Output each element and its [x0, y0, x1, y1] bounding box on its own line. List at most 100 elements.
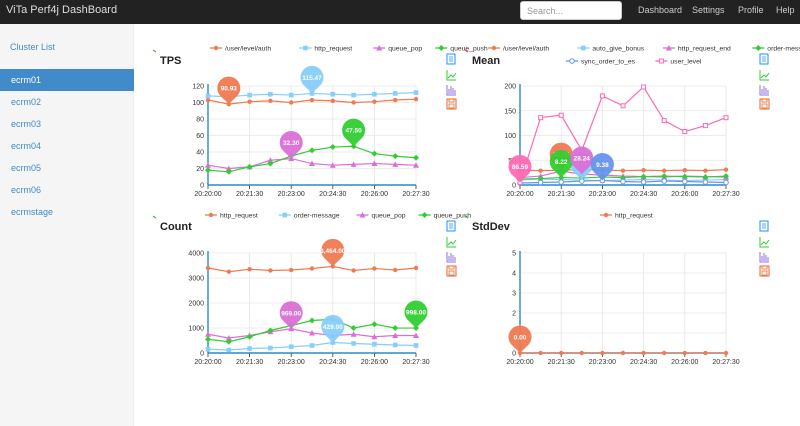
data-view-icon[interactable]	[446, 220, 456, 232]
data-point	[372, 91, 377, 97]
bar-chart-icon[interactable]	[759, 252, 769, 263]
markpoint-label: 28.24	[574, 156, 591, 163]
line-chart-icon[interactable]	[446, 70, 457, 81]
legend-item[interactable]: queue_pop	[356, 212, 406, 220]
x-tick-label: 20:21:30	[236, 359, 263, 366]
legend-label: http_request	[615, 213, 653, 220]
markpoint-pin[interactable]: 969.00	[279, 301, 303, 329]
legend-item[interactable]: sync_order_to_es	[566, 58, 636, 66]
chart-title: TPS	[160, 55, 181, 67]
data-point	[350, 325, 357, 331]
y-tick-label: 0	[512, 183, 516, 190]
data-point	[371, 150, 378, 157]
nav-profile-link[interactable]: Profile	[738, 5, 764, 15]
legend-item[interactable]: http_request	[205, 213, 258, 220]
x-tick-label: 20:26:00	[671, 359, 698, 366]
nav-dashboard-link[interactable]: Dashboard	[638, 5, 683, 15]
x-tick-label: 20:20:00	[506, 359, 533, 366]
data-point	[329, 162, 336, 168]
series-line	[205, 155, 419, 171]
data-point	[413, 97, 419, 102]
markpoint-pin[interactable]: 3,464.00	[320, 238, 346, 267]
sidebar-item-ecrmstage[interactable]: ecrmstage	[11, 207, 54, 217]
data-point	[640, 173, 647, 180]
search-input[interactable]	[520, 1, 622, 20]
save-image-icon[interactable]	[446, 265, 457, 277]
legend-item[interactable]: queue_push	[418, 212, 472, 220]
y-tick-label: 200	[504, 84, 516, 91]
save-image-icon[interactable]	[759, 98, 770, 110]
nav-settings-link[interactable]: Settings	[692, 5, 725, 15]
markpoint-pin[interactable]: 9.38	[590, 152, 614, 181]
legend-item[interactable]: user_level	[655, 58, 702, 66]
bar-chart-icon[interactable]	[446, 252, 456, 263]
data-point	[661, 173, 668, 180]
markpoint-pin[interactable]: 8.22	[549, 150, 573, 178]
data-point	[225, 335, 232, 341]
data-view-icon[interactable]	[759, 53, 769, 65]
data-point	[661, 118, 667, 124]
legend-item[interactable]: order-message	[752, 45, 800, 53]
line-chart-icon[interactable]	[759, 70, 770, 81]
data-point	[600, 350, 605, 356]
x-tick-label: 20:26:00	[671, 191, 698, 198]
data-point	[350, 331, 357, 337]
line-chart-icon[interactable]	[446, 237, 457, 248]
markpoint-pin[interactable]: 115.47	[300, 65, 324, 94]
markpoint-pin[interactable]: 28.24	[570, 146, 594, 175]
legend-label: queue_pop	[372, 213, 406, 220]
top-navbar: ViTa Perf4j DashBoard Dashboard Settings…	[0, 0, 800, 24]
legend-item[interactable]: /user/level/auth	[210, 46, 271, 53]
sidebar-item-ecrm02[interactable]: ecrm02	[11, 97, 42, 107]
markpoint-pin[interactable]: 429.00	[321, 314, 345, 343]
sidebar-item-ecrm04[interactable]: ecrm04	[11, 141, 42, 151]
markpoint-pin[interactable]: 86.59	[508, 154, 532, 183]
data-point	[393, 267, 398, 273]
markpoint-shape	[508, 154, 532, 183]
data-point	[247, 99, 252, 104]
markpoint-pin[interactable]: 998.00	[404, 300, 428, 329]
markpoint-label: 0.00	[514, 335, 527, 342]
markpoint-pin[interactable]: 32.30	[279, 131, 303, 159]
legend-item[interactable]: order-message	[278, 213, 340, 220]
y-tick-label: 0	[512, 351, 516, 358]
legend-item[interactable]: http_request	[600, 213, 653, 220]
app-title[interactable]: ViTa Perf4j DashBoard	[6, 4, 118, 16]
sidebar-item-ecrm01[interactable]: ecrm01	[0, 69, 134, 91]
data-view-icon[interactable]	[446, 53, 456, 65]
data-point	[309, 160, 315, 167]
data-point	[205, 93, 211, 99]
legend-item[interactable]: auto_give_bonus	[577, 46, 645, 53]
data-point	[559, 350, 564, 356]
bar-chart-icon[interactable]	[446, 85, 456, 96]
legend-label: order-message	[294, 213, 340, 220]
markpoint-pin[interactable]: 0.00	[508, 325, 532, 353]
sidebar-item-ecrm03[interactable]: ecrm03	[11, 119, 42, 129]
x-tick-label: 20:24:30	[630, 191, 657, 198]
data-point	[288, 344, 294, 350]
legend-item[interactable]: queue_pop	[373, 45, 422, 53]
line-chart-icon[interactable]	[759, 237, 770, 248]
data-point	[205, 331, 211, 337]
data-view-icon[interactable]	[759, 220, 769, 232]
markpoint-pin[interactable]: 47.50	[342, 118, 366, 147]
save-image-icon[interactable]	[446, 98, 457, 110]
legend-item[interactable]: http_request	[299, 46, 352, 53]
chart-toolbox	[446, 53, 457, 110]
legend-item[interactable]: /user/level/auth	[488, 46, 549, 53]
data-point	[620, 174, 626, 181]
sidebar-item-ecrm05[interactable]: ecrm05	[11, 163, 42, 173]
legend-item[interactable]: queue_push	[435, 45, 488, 53]
legend-label: queue_push	[434, 213, 472, 220]
legend-item[interactable]: http_request_end	[662, 45, 731, 53]
nav-help-link[interactable]: Help	[776, 5, 795, 15]
sidebar-item-ecrm06[interactable]: ecrm06	[11, 185, 42, 195]
data-point	[226, 347, 232, 353]
save-image-icon[interactable]	[759, 265, 770, 277]
markpoint-pin[interactable]: 90.93	[217, 76, 241, 105]
y-tick-label: 2	[512, 311, 516, 318]
data-point	[267, 327, 274, 334]
data-point	[351, 268, 356, 273]
chart-toolbox	[759, 220, 770, 277]
bar-chart-icon[interactable]	[759, 85, 769, 96]
